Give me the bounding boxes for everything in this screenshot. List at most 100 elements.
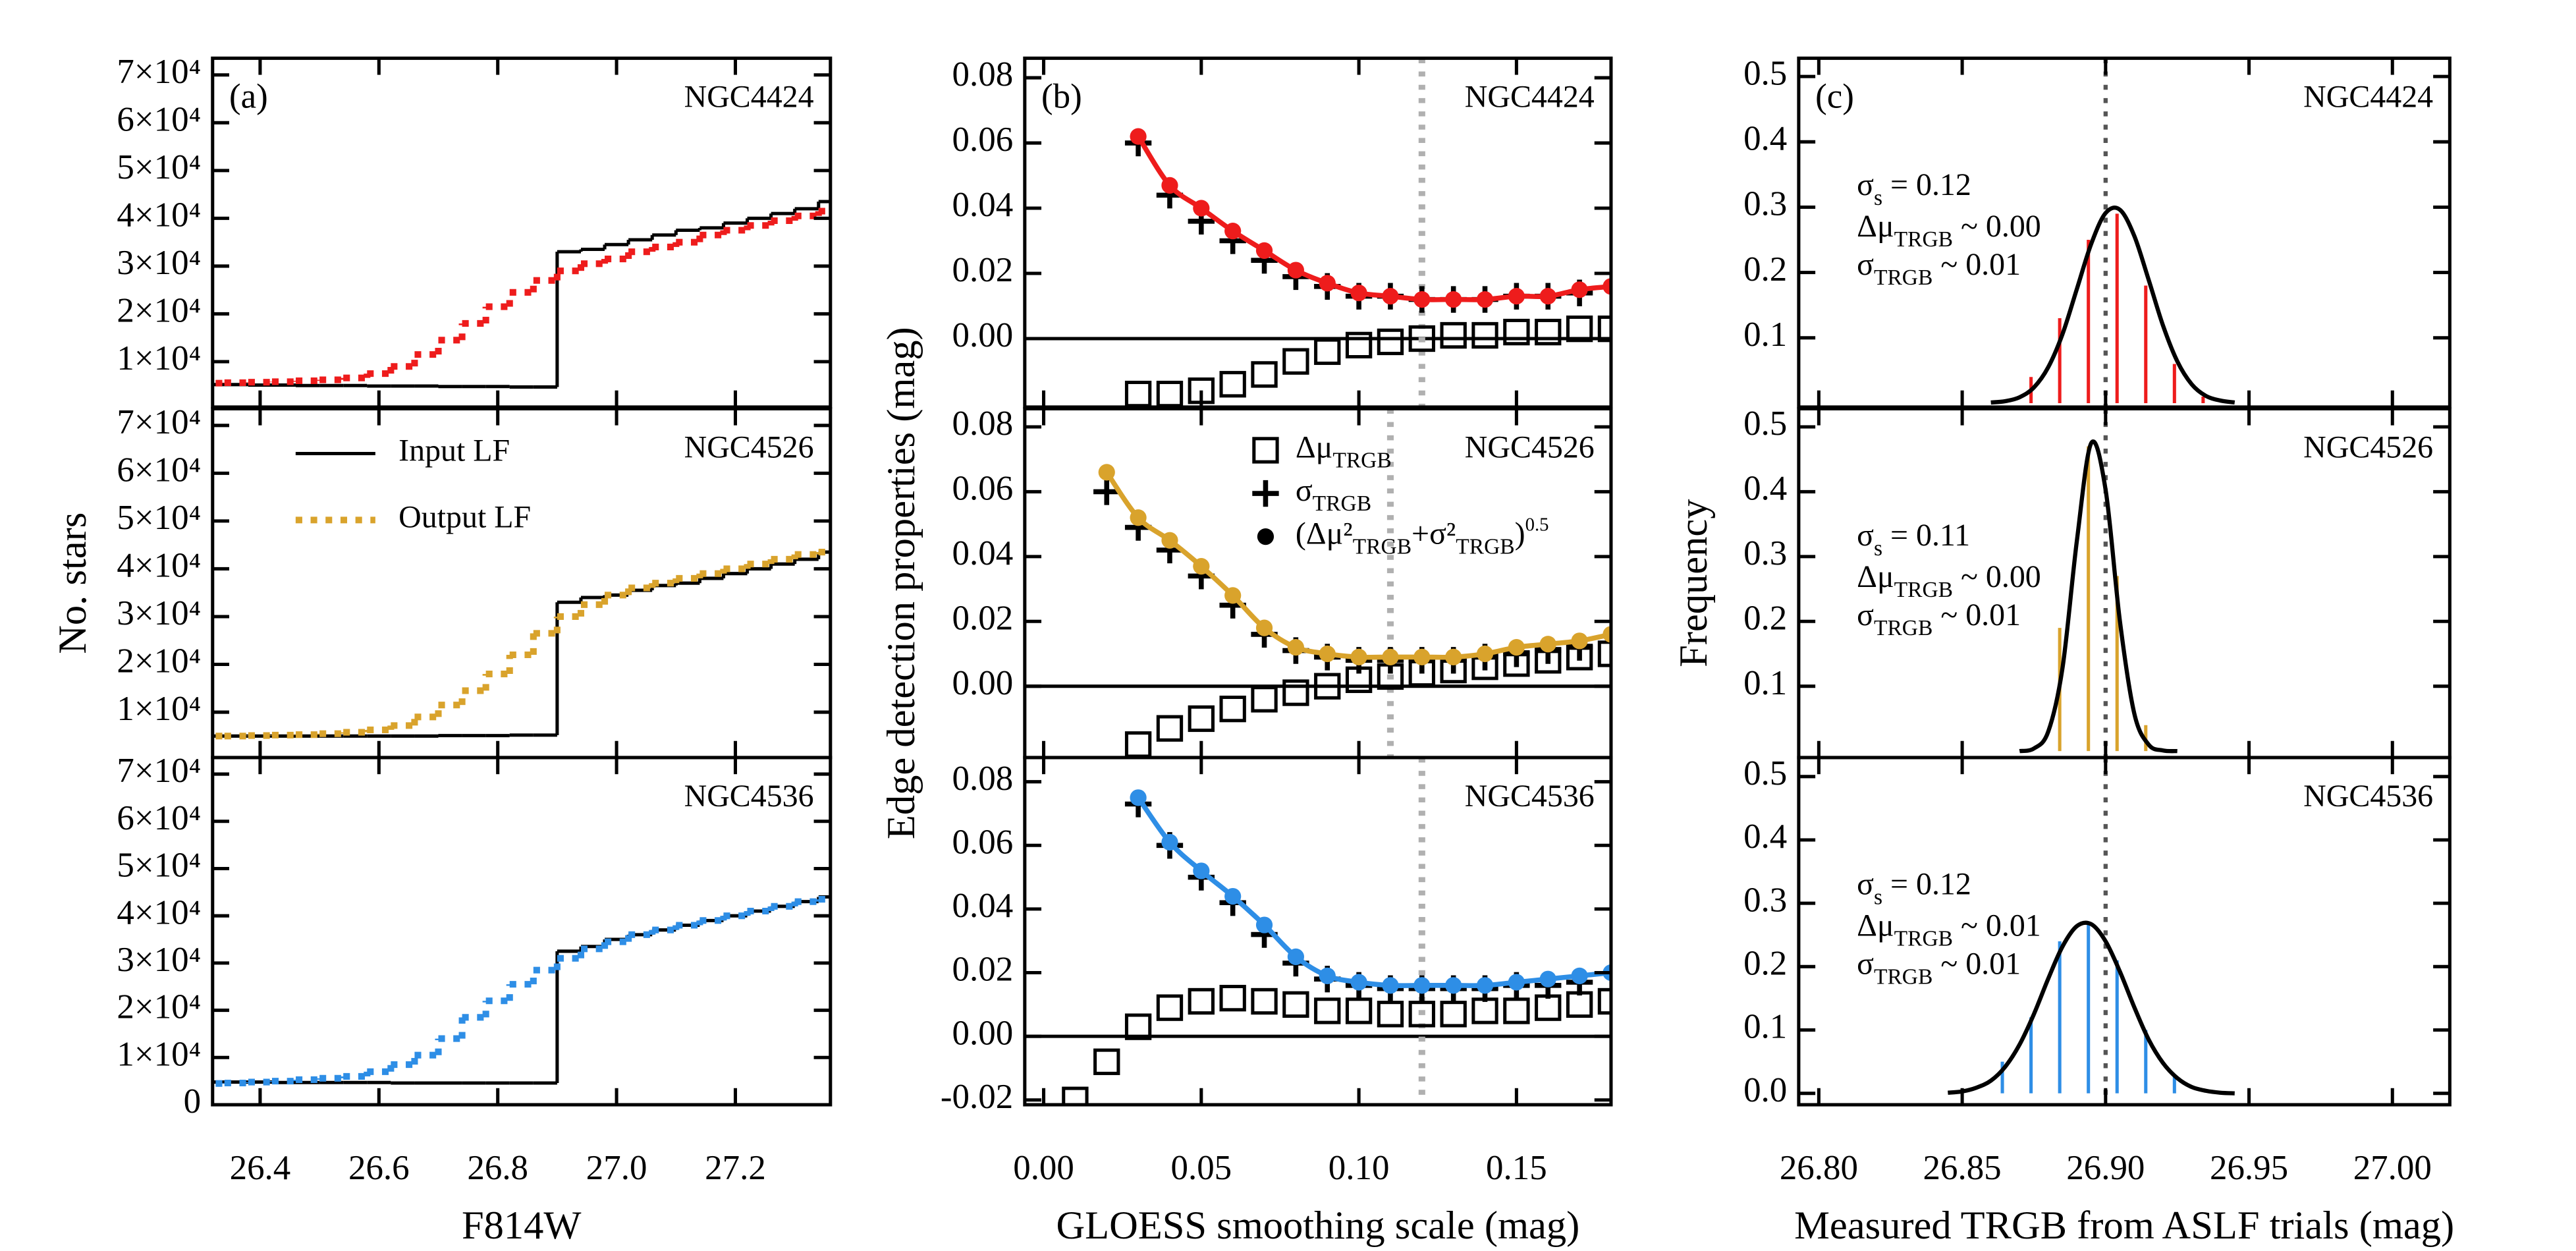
square-marker xyxy=(1251,361,1278,388)
square-marker xyxy=(1503,997,1530,1024)
y-tick-label: 1×10⁴ xyxy=(117,339,201,377)
dot-marker xyxy=(1193,558,1210,575)
square-marker xyxy=(1282,348,1309,375)
y-tick-label: 0.1 xyxy=(1743,316,1787,354)
panel-frame xyxy=(211,756,833,1107)
dot-marker xyxy=(1413,291,1431,308)
square-marker xyxy=(1597,640,1611,667)
y-tick-label: 4×10⁴ xyxy=(117,547,201,585)
cross-marker xyxy=(1252,480,1279,507)
y-tick-label: 2×10⁴ xyxy=(117,642,201,681)
y-tick-label: 0.2 xyxy=(1743,944,1787,982)
square-marker xyxy=(1251,686,1278,713)
dot-marker xyxy=(1130,128,1147,145)
dot-marker xyxy=(1224,223,1242,240)
dot-marker xyxy=(1319,645,1336,663)
y-tick-label: 3×10⁴ xyxy=(117,594,201,632)
square-marker xyxy=(1440,321,1467,349)
gaussian-curve xyxy=(2019,439,2178,754)
y-tick-label: 0.06 xyxy=(952,121,1014,159)
square-marker xyxy=(1124,731,1152,758)
dot-marker xyxy=(1255,916,1273,933)
dot-marker xyxy=(1476,291,1494,308)
dot-marker xyxy=(1350,285,1367,302)
square-marker xyxy=(1093,1048,1120,1075)
dot-marker xyxy=(1287,639,1304,656)
y-tick-label: 0.02 xyxy=(952,951,1014,989)
square-marker xyxy=(1124,380,1152,407)
y-tick-label: 0.5 xyxy=(1743,54,1787,92)
square-marker xyxy=(1566,991,1593,1018)
galaxy-name: NGC4424 xyxy=(684,79,814,114)
dot-marker xyxy=(1224,887,1242,905)
y-tick-label: 0.3 xyxy=(1743,185,1787,223)
galaxy-name: NGC4424 xyxy=(1465,79,1595,114)
dot-marker xyxy=(1539,288,1556,305)
y-tick-label: 0.2 xyxy=(1743,250,1787,289)
square-marker xyxy=(1408,1001,1435,1028)
dot-marker xyxy=(1161,532,1178,549)
y-tick-label: 0.5 xyxy=(1743,754,1787,792)
dot-marker xyxy=(1603,626,1611,643)
x-tick-label: 26.8 xyxy=(467,1149,528,1187)
y-tick-label: 2×10⁴ xyxy=(117,988,201,1026)
square-marker xyxy=(1251,987,1278,1015)
galaxy-name: NGC4536 xyxy=(684,779,814,814)
square-marker xyxy=(1345,997,1373,1024)
y-tick-label: 0.1 xyxy=(1743,1008,1787,1046)
dot-marker xyxy=(1571,967,1588,984)
y-tick-label: 4×10⁴ xyxy=(117,893,201,931)
square-marker xyxy=(1535,994,1562,1021)
square-marker xyxy=(1377,328,1404,356)
y-tick-label: 0.00 xyxy=(952,664,1014,702)
plot-area xyxy=(212,895,831,1087)
annotation: ΔμTRGB ~ 0.00 xyxy=(1857,209,2041,252)
square-marker xyxy=(1062,1086,1089,1105)
square-marker xyxy=(1314,997,1341,1024)
galaxy-name: NGC4526 xyxy=(1465,430,1595,464)
dot-marker xyxy=(1161,833,1178,851)
y-tick-label: 6×10⁴ xyxy=(117,451,201,489)
cross-marker xyxy=(1093,478,1120,505)
dot-marker xyxy=(1255,242,1273,259)
panel-frame xyxy=(1023,756,1613,1107)
dot-marker xyxy=(1193,862,1210,879)
dot-marker xyxy=(1445,291,1462,308)
y-tick-label: 7×10⁴ xyxy=(117,53,201,91)
annotation: ΔμTRGB ~ 0.00 xyxy=(1857,559,2041,602)
panel-label: (b) xyxy=(1041,78,1082,116)
y-tick-label: 4×10⁴ xyxy=(117,196,201,235)
x-tick-label: 0.00 xyxy=(1013,1149,1074,1187)
dot-marker xyxy=(1445,648,1462,666)
y-tick-label: 0.4 xyxy=(1743,119,1787,157)
gaussian-curve xyxy=(1990,206,2235,405)
fit-curve xyxy=(1136,135,1611,302)
y-tick-label: 3×10⁴ xyxy=(117,941,201,979)
x-axis-label: F814W xyxy=(462,1204,582,1248)
dot-marker xyxy=(1539,970,1556,987)
dot-marker xyxy=(1257,528,1274,545)
galaxy-name: NGC4526 xyxy=(2303,430,2433,464)
y-tick-label: 3×10⁴ xyxy=(117,244,201,282)
y-tick-label: 0.08 xyxy=(952,760,1014,798)
square-marker xyxy=(1377,1001,1404,1028)
galaxy-name: NGC4536 xyxy=(2303,779,2433,814)
square-marker xyxy=(1188,987,1215,1015)
dot-marker xyxy=(1382,288,1399,305)
annotation: σTRGB ~ 0.01 xyxy=(1857,247,2021,290)
x-tick-label: 27.00 xyxy=(2353,1149,2432,1187)
y-tick-label: 0.0 xyxy=(1743,1071,1787,1109)
square-marker xyxy=(1252,437,1279,464)
y-tick-label: 0.02 xyxy=(952,599,1014,637)
dot-marker xyxy=(1350,974,1367,991)
y-tick-label: 0.08 xyxy=(952,404,1014,443)
legend-label: ΔμTRGB xyxy=(1296,430,1392,472)
dot-marker xyxy=(1319,275,1336,292)
y-tick-label: 0.4 xyxy=(1743,470,1787,508)
dot-marker xyxy=(1130,789,1147,806)
y-axis-label: Frequency xyxy=(1672,499,1716,667)
x-tick-label: 26.80 xyxy=(1780,1149,1858,1187)
square-marker xyxy=(1156,994,1184,1021)
dot-marker xyxy=(1413,648,1431,666)
